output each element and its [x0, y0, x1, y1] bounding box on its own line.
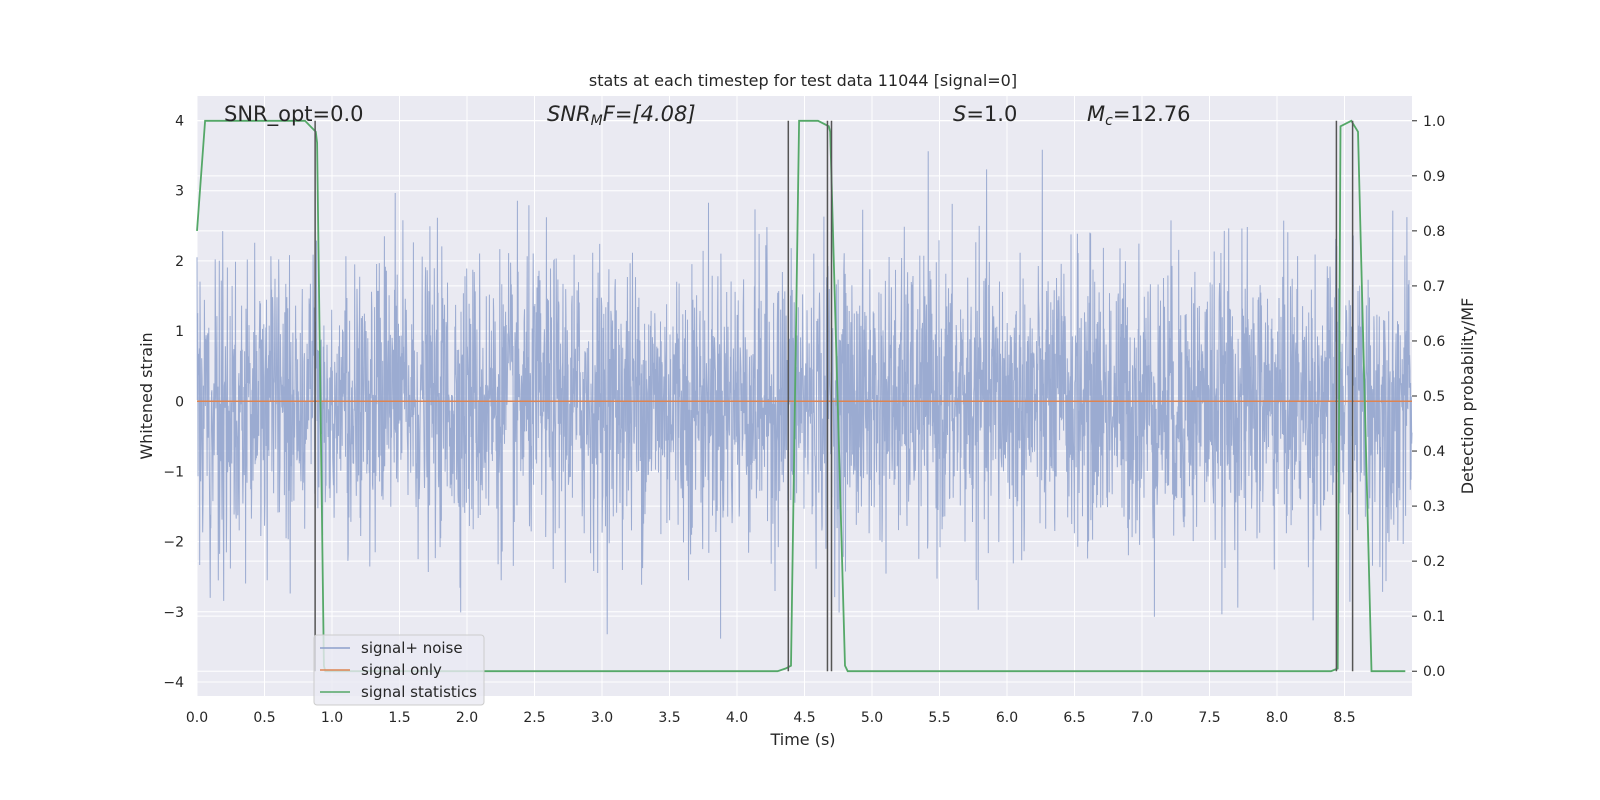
x-tick-label: 8.5 — [1333, 710, 1355, 726]
y-tick-label: −1 — [163, 464, 184, 480]
annotation-mc-main: M — [1087, 102, 1105, 126]
chart-title: stats at each timestep for test data 110… — [589, 71, 1017, 90]
right-axis-ticks: 1.0 0.9 0.8 0.7 0.6 0.5 0.4 0.3 0.2 0.1 0.0 — [1412, 114, 1445, 680]
right-tick-label: 0.6 — [1423, 334, 1445, 350]
statistics-line — [196, 119, 1406, 673]
x-axis-ticks: 0.0 0.5 1.0 1.5 2.0 2.5 3.0 3.5 4.0 4.5 5.0 5.5 6.0 6… — [186, 710, 1356, 726]
y-axis-label: Whitened strain — [137, 332, 156, 459]
vertical-markers — [314, 120, 1354, 672]
signal-statistics-series — [196, 119, 1406, 673]
annotation-snr-mf-main: SNR — [547, 102, 591, 126]
x-tick-label: 8.0 — [1266, 710, 1288, 726]
right-tick-label: 0.3 — [1423, 499, 1445, 515]
x-tick-label: 5.5 — [928, 710, 950, 726]
annotation-mc: Mc=12.76 — [1087, 102, 1191, 129]
legend-label-noise: signal+ noise — [361, 639, 463, 657]
right-tick-label: 0.0 — [1423, 664, 1445, 680]
annotation-snr-mf: SNRMF=[4.08] — [547, 102, 696, 129]
right-tick-label: 0.4 — [1423, 444, 1445, 460]
x-tick-label: 2.0 — [456, 710, 478, 726]
x-tick-label: 1.5 — [388, 710, 410, 726]
legend-label-signal: signal only — [361, 661, 442, 679]
y-axis-ticks: 4 3 2 1 0 −1 −2 −3 −4 — [163, 114, 184, 691]
x-tick-label: 4.5 — [793, 710, 815, 726]
x-tick-label: 3.5 — [658, 710, 680, 726]
y-tick-label: −3 — [163, 605, 184, 621]
x-tick-label: 1.0 — [321, 710, 343, 726]
y-tick-label: −2 — [163, 535, 184, 551]
x-tick-label: 6.0 — [996, 710, 1018, 726]
annotation-s-main: S — [953, 102, 966, 126]
y-tick-label: 1 — [175, 324, 184, 340]
y-tick-label: 3 — [175, 184, 184, 200]
x-tick-label: 4.0 — [726, 710, 748, 726]
right-axis-label: Detection probability/MF — [1458, 298, 1477, 495]
annotation-snr-opt: SNR_opt=0.0 — [224, 102, 364, 127]
y-tick-label: −4 — [163, 675, 184, 691]
right-tick-label: 0.9 — [1423, 169, 1445, 185]
x-axis-label: Time (s) — [769, 730, 835, 749]
right-tick-label: 0.5 — [1423, 389, 1445, 405]
x-tick-label: 6.5 — [1063, 710, 1085, 726]
y-tick-label: 4 — [175, 114, 184, 130]
right-tick-label: 0.1 — [1423, 609, 1445, 625]
x-tick-label: 0.0 — [186, 710, 208, 726]
annotation-mc-sub: c — [1105, 113, 1113, 129]
annotation-s-rest: =1.0 — [966, 102, 1017, 126]
x-tick-label: 3.0 — [591, 710, 613, 726]
y-tick-label: 0 — [175, 394, 184, 410]
x-tick-label: 7.0 — [1131, 710, 1153, 726]
annotation-snr-mf-rest: F=[4.08] — [603, 102, 696, 126]
noise-line — [196, 149, 1413, 639]
y-tick-label: 2 — [175, 254, 184, 270]
x-tick-label: 5.0 — [861, 710, 883, 726]
x-tick-label: 0.5 — [253, 710, 275, 726]
annotation-snr-mf-sub: M — [591, 113, 603, 129]
annotation-mc-rest: =12.76 — [1113, 102, 1191, 126]
right-tick-label: 0.2 — [1423, 554, 1445, 570]
right-tick-label: 1.0 — [1423, 114, 1445, 130]
x-tick-label: 2.5 — [523, 710, 545, 726]
signal-noise-series — [196, 149, 1413, 639]
right-tick-label: 0.8 — [1423, 224, 1445, 240]
x-tick-label: 7.5 — [1198, 710, 1220, 726]
annotation-s: S=1.0 — [953, 102, 1017, 126]
legend: signal+ noise signal only signal statist… — [313, 634, 485, 706]
legend-label-statistics: signal statistics — [361, 683, 477, 701]
right-tick-label: 0.7 — [1423, 279, 1445, 295]
legend-box — [313, 634, 485, 706]
